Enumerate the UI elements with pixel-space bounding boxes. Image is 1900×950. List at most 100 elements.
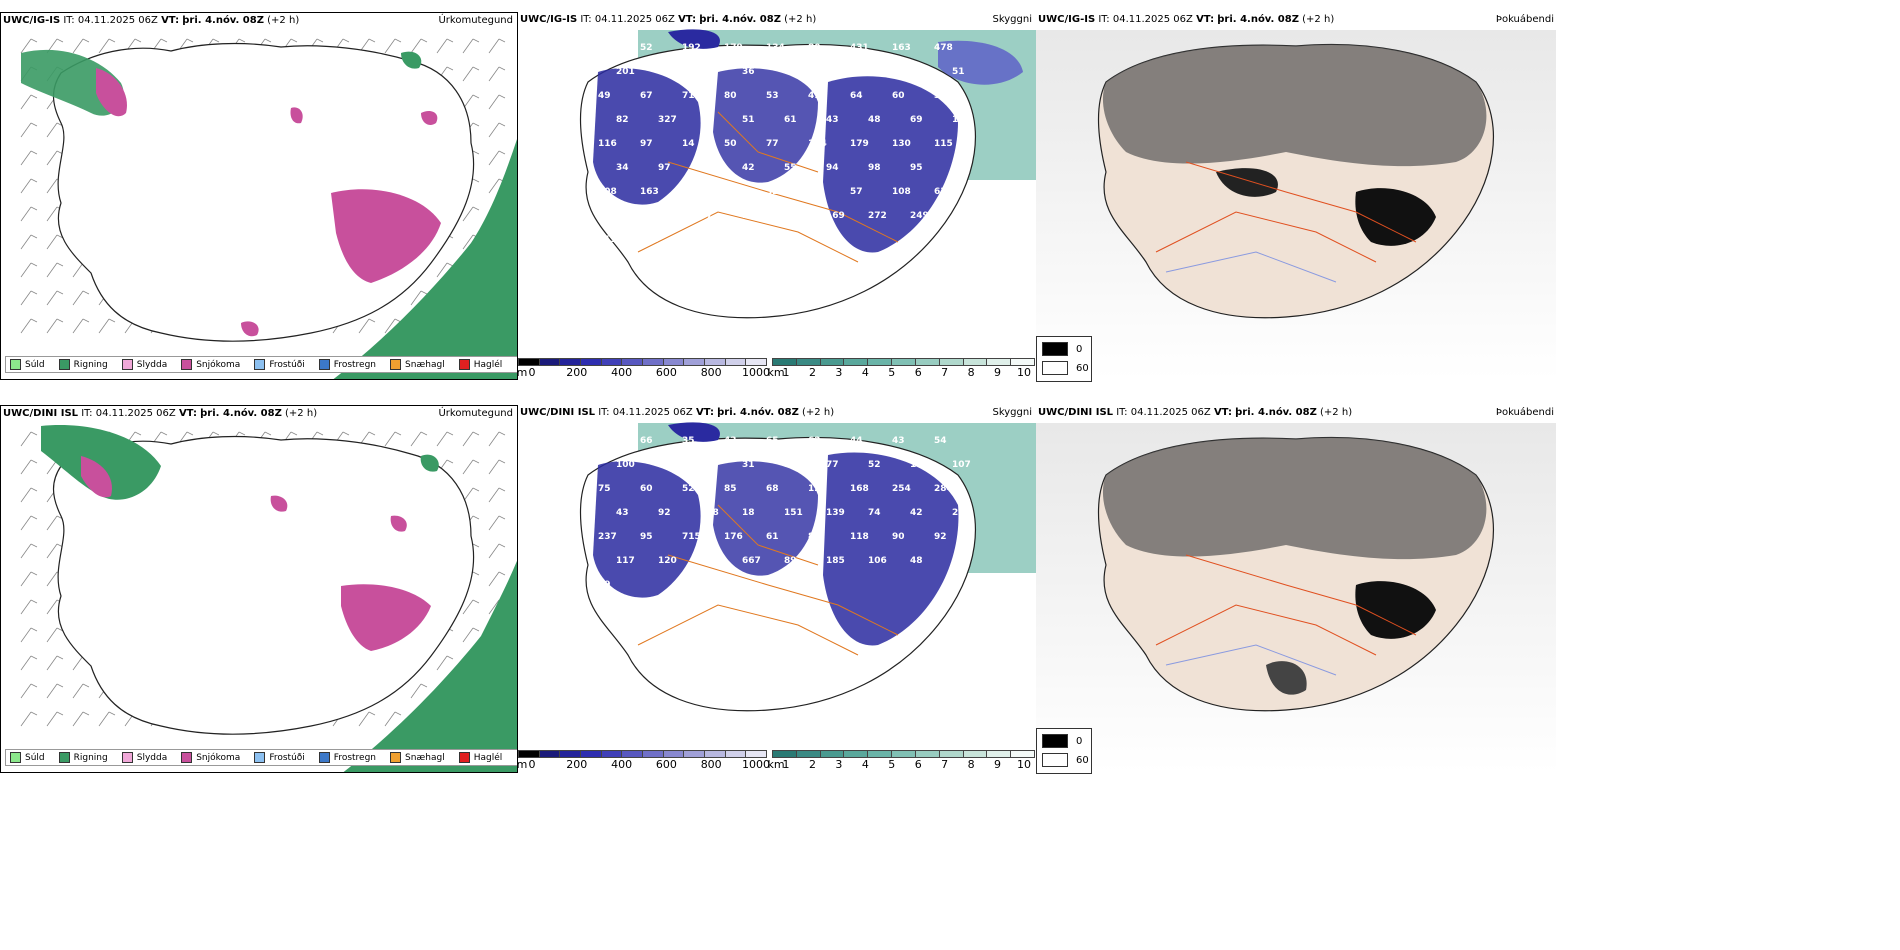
- colorbar-segment: [963, 358, 988, 366]
- precip-panel-igis: UWC/IG-IS IT: 04.11.2025 06Z VT: þri. 4.…: [0, 12, 518, 380]
- cloud-base-label: 117: [616, 556, 635, 566]
- colorbar-unit: m: [516, 366, 528, 379]
- valid-label: VT:: [1213, 407, 1232, 418]
- colorbar-unit: km: [767, 758, 785, 771]
- cloud-base-label: 168: [850, 484, 869, 494]
- cloud-base-label: 34: [616, 163, 629, 173]
- cloud-base-label: 97: [658, 163, 671, 173]
- legend-item: Frostúði: [254, 359, 305, 370]
- legend-swatch: [10, 359, 21, 370]
- cloud-base-label: 68: [766, 484, 779, 494]
- cloud-base-label: 35: [682, 436, 695, 446]
- cloud-base-label: 63: [910, 67, 923, 77]
- cloud-base-label: 100: [616, 460, 635, 470]
- wind-barb: [20, 94, 38, 110]
- height-colorbar-dini: m 0 200 400 600 800 1000: [516, 750, 770, 772]
- valid-time: þri. 4.nóv. 08Z: [717, 407, 799, 418]
- colorbar-tick: 6: [914, 366, 922, 379]
- wind-barb: [410, 290, 428, 306]
- wind-barb: [462, 66, 480, 82]
- cloud-base-label: 594: [640, 235, 659, 245]
- cloud-base-label: 167: [910, 460, 929, 470]
- fog-tick: 0: [1076, 735, 1083, 747]
- cloud-base-label: 71: [682, 91, 695, 101]
- cloud-base-label: 70: [700, 460, 713, 470]
- cloud-base-label: 53: [766, 91, 779, 101]
- cloud-base-label: 667: [742, 556, 761, 566]
- cloud-base-label: 119: [598, 235, 617, 245]
- cloud-base-label: 174: [784, 211, 803, 221]
- fog-colorbar-igis: 0 60: [1036, 336, 1092, 382]
- colorbar-segment: [601, 750, 623, 758]
- cloud-base-label: 42: [910, 508, 923, 518]
- cloud-base-label: 75: [598, 484, 611, 494]
- valid-label: VT:: [178, 408, 197, 419]
- precip-map-dini: [20, 425, 517, 772]
- precip-title: Úrkomutegund: [438, 15, 513, 26]
- wind-barb: [488, 571, 506, 587]
- cloud-base-label: 60: [952, 556, 965, 566]
- cloud-base-label: 88: [808, 532, 821, 542]
- colorbar-tick: 1: [782, 366, 790, 379]
- model-name: UWC/DINI ISL: [520, 407, 596, 418]
- cloud-base-label: 90: [700, 115, 713, 125]
- cloud-base-label: 77: [826, 460, 839, 470]
- valid-time: þri. 4.nóv. 08Z: [200, 408, 282, 419]
- wind-barb: [20, 262, 38, 278]
- colorbar-unit: m: [516, 758, 528, 771]
- cloud-base-label: 117: [724, 235, 743, 245]
- cloud-base-label: 48: [910, 556, 923, 566]
- colorbar-tick: 9: [994, 366, 1002, 379]
- model-name: UWC/IG-IS: [1038, 14, 1096, 25]
- colorbar-tick: 3: [835, 366, 843, 379]
- wind-barb: [46, 122, 64, 138]
- cloud-base-label: 65: [766, 436, 779, 446]
- cloud-base-label: 179: [850, 139, 869, 149]
- colorbar-segment: [725, 750, 747, 758]
- colorbar-tick: 600: [655, 758, 677, 771]
- cloud-base-label: 50: [724, 139, 737, 149]
- fog-map-dini: [1036, 423, 1556, 773]
- wind-barb: [410, 683, 428, 699]
- cloud-base-label: 106: [868, 556, 887, 566]
- fog-panel-igis: UWC/IG-IS IT: 04.11.2025 06Z VT: þri. 4.…: [1036, 12, 1900, 380]
- cloud-base-label: 92: [934, 532, 947, 542]
- precip-legend: Súld Rigning Slydda Snjókoma Frostúði Frostre…: [5, 749, 517, 766]
- legend-item: Frostregn: [318, 359, 376, 370]
- colorbar-segment: [868, 750, 893, 758]
- cloud-base-label: 60: [892, 91, 905, 101]
- colorbar-segment: [704, 750, 726, 758]
- colorbar-tick: 600: [655, 366, 677, 379]
- wind-barb: [488, 150, 506, 166]
- cloud-base-label: 116: [598, 139, 617, 149]
- legend-label: Slydda: [136, 359, 168, 370]
- cloud-base-label: 124: [808, 484, 827, 494]
- legend-label: Súld: [25, 752, 45, 763]
- wind-barb: [358, 318, 376, 334]
- cloud-panel-dini: 147 66 35 43 65 62 44 43 54 100 50 70 31 51 77 52 167 107…: [518, 405, 1036, 773]
- cloud-title: Skyggni: [992, 14, 1032, 25]
- wind-barb: [20, 515, 38, 531]
- cloud-base-label: 97: [640, 139, 653, 149]
- legend-swatch: [390, 752, 402, 763]
- cloud-base-label: 163: [640, 187, 659, 197]
- cloud-base-label: 51: [784, 460, 797, 470]
- cloud-base-label: 77: [766, 139, 779, 149]
- cloud-base-label: 193: [658, 67, 677, 77]
- colorbar-tick: 3: [835, 758, 843, 771]
- model-name: UWC/DINI ISL: [3, 408, 79, 419]
- wind-barb: [46, 290, 64, 306]
- cloud-base-label: 53: [868, 67, 881, 77]
- valid-time: þri. 4.nóv. 08Z: [699, 14, 781, 25]
- colorbar-segment: [987, 358, 1012, 366]
- wind-barb: [436, 655, 454, 671]
- cloud-base-label: 49: [598, 580, 611, 590]
- colorbar-segment: [622, 750, 643, 758]
- legend-item: Súld: [10, 359, 45, 370]
- wind-barb: [20, 683, 38, 699]
- height-colorbar-igis: m 0 200 400 600 800 1000: [516, 358, 770, 380]
- legend-swatch: [58, 752, 70, 763]
- colorbar-unit: km: [767, 366, 785, 379]
- cloud-base-label: 179: [724, 43, 743, 53]
- cloud-base-label: 327: [658, 115, 677, 125]
